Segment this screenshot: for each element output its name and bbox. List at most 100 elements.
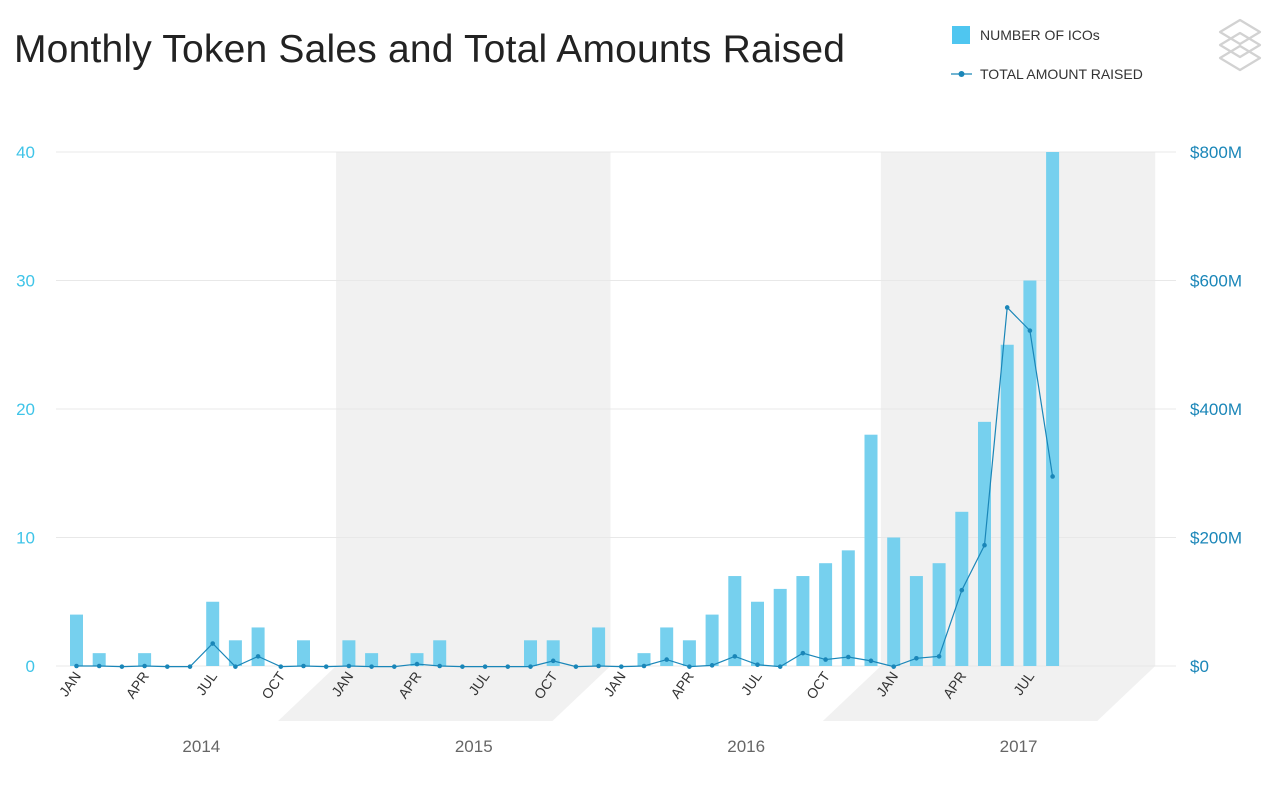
line-point-2014-05	[165, 664, 170, 669]
bar-2015-09	[524, 640, 537, 666]
year-label-2016: 2016	[727, 737, 765, 756]
line-point-2014-02	[96, 663, 102, 669]
bar-2016-10	[819, 563, 833, 666]
bar-2017-03	[932, 563, 946, 666]
bar-2015-10	[546, 640, 560, 666]
bar-2016-04	[682, 640, 696, 666]
line-point-2016-03	[664, 657, 669, 662]
line-point-2014-10	[278, 664, 284, 669]
line-point-2017-07	[1027, 328, 1033, 333]
line-point-2014-07	[210, 641, 215, 646]
bar-2015-05	[433, 640, 447, 666]
bar-2017-01	[887, 537, 901, 666]
line-point-2016-01	[619, 664, 624, 669]
total-raised-line	[76, 306, 1054, 668]
line-point-2015-12	[596, 663, 601, 669]
bar-2016-08	[773, 588, 787, 666]
y-right-tick-label: $600M	[1190, 272, 1242, 291]
bar-2017-07	[1023, 280, 1037, 666]
line-point-2015-11	[573, 664, 579, 669]
line-point-2014-04	[142, 663, 147, 669]
year-label-2015: 2015	[455, 737, 493, 756]
y-right-tick-label: $0	[1190, 657, 1209, 676]
line-point-2014-08	[233, 664, 238, 669]
line-point-2017-01	[891, 664, 896, 669]
y-left-tick-label: 30	[16, 272, 35, 291]
bar-2017-02	[909, 576, 923, 666]
bar-2014-01	[70, 614, 83, 666]
line-point-2014-06	[187, 664, 193, 669]
bar-series	[70, 152, 1060, 666]
line-point-2017-05	[982, 542, 987, 548]
bar-2016-11	[841, 550, 855, 666]
bar-2016-07	[751, 601, 764, 666]
line-point-2014-11	[301, 663, 306, 669]
year-label-2017: 2017	[1000, 737, 1038, 756]
line-point-2015-02	[369, 664, 374, 669]
bar-2014-04	[138, 653, 152, 666]
line-point-2015-10	[550, 658, 556, 664]
bar-2016-02	[637, 653, 651, 666]
year-floor-2017	[822, 666, 1156, 721]
bar-2015-12	[592, 627, 606, 666]
line-point-2015-09	[528, 664, 533, 669]
line-point-2016-02	[641, 663, 647, 669]
bar-2016-12	[864, 434, 878, 666]
y-left-tick-label: 0	[26, 657, 35, 676]
bar-2014-07	[206, 601, 220, 666]
legend-bar-swatch	[952, 26, 970, 44]
line-point-2015-05	[437, 663, 443, 669]
bar-2015-04	[410, 653, 424, 666]
bar-2015-01	[342, 640, 356, 666]
line-point-2016-04	[687, 664, 692, 669]
line-point-2016-10	[823, 657, 828, 662]
y-right-tick-label: $800M	[1190, 143, 1242, 162]
bar-2017-08	[1046, 152, 1060, 666]
line-point-2017-06	[1004, 305, 1010, 310]
line-point-2016-09	[800, 650, 806, 656]
line-point-2014-01	[74, 663, 79, 669]
line-point-2014-09	[255, 654, 261, 659]
line-point-2016-08	[777, 664, 783, 669]
line-point-2015-07	[482, 664, 488, 669]
line-point-2016-06	[732, 654, 738, 659]
x-tick-label: APR	[122, 669, 152, 702]
x-tick-label: JAN	[56, 669, 84, 700]
line-point-2015-04	[414, 661, 420, 667]
legend-line-marker	[958, 71, 965, 77]
x-tick-label: OCT	[258, 668, 288, 702]
line-point-2016-05	[709, 663, 715, 668]
line-point-2014-12	[323, 664, 329, 669]
brand-logo-icon	[1218, 18, 1262, 72]
y-left-tick-label: 40	[16, 143, 35, 162]
y-right-tick-label: $200M	[1190, 529, 1242, 548]
bar-2016-06	[728, 576, 742, 666]
line-point-2017-04	[959, 587, 965, 593]
line-point-2014-03	[119, 664, 125, 669]
legend-bar-label: NUMBER OF ICOs	[980, 27, 1100, 43]
bar-2016-09	[796, 576, 810, 666]
line-point-2015-01	[346, 663, 352, 669]
line-point-2015-06	[460, 664, 465, 669]
line-point-2017-03	[936, 654, 942, 659]
left-axis: 0 10 20 30 40	[16, 143, 35, 676]
y-left-tick-label: 10	[16, 529, 35, 548]
x-tick-label: APR	[667, 669, 697, 702]
x-tick-label: JAN	[600, 669, 628, 700]
year-labels: 2014 2015 2016 2017	[182, 737, 1037, 756]
legend: NUMBER OF ICOs TOTAL AMOUNT RAISED	[951, 26, 1143, 82]
y-right-tick-label: $400M	[1190, 400, 1242, 419]
bar-2014-09	[251, 627, 265, 666]
bar-2015-02	[365, 653, 379, 666]
line-point-2016-12	[868, 658, 874, 664]
y-left-tick-label: 20	[16, 400, 35, 419]
x-tick-label: OCT	[803, 668, 833, 702]
line-point-2017-02	[914, 655, 919, 661]
bar-2016-03	[660, 627, 674, 666]
line-series	[74, 305, 1055, 669]
legend-line-label: TOTAL AMOUNT RAISED	[980, 66, 1143, 82]
line-point-2016-07	[755, 662, 760, 668]
bar-2017-06	[1000, 344, 1014, 666]
x-tick-label: JUL	[193, 668, 221, 698]
